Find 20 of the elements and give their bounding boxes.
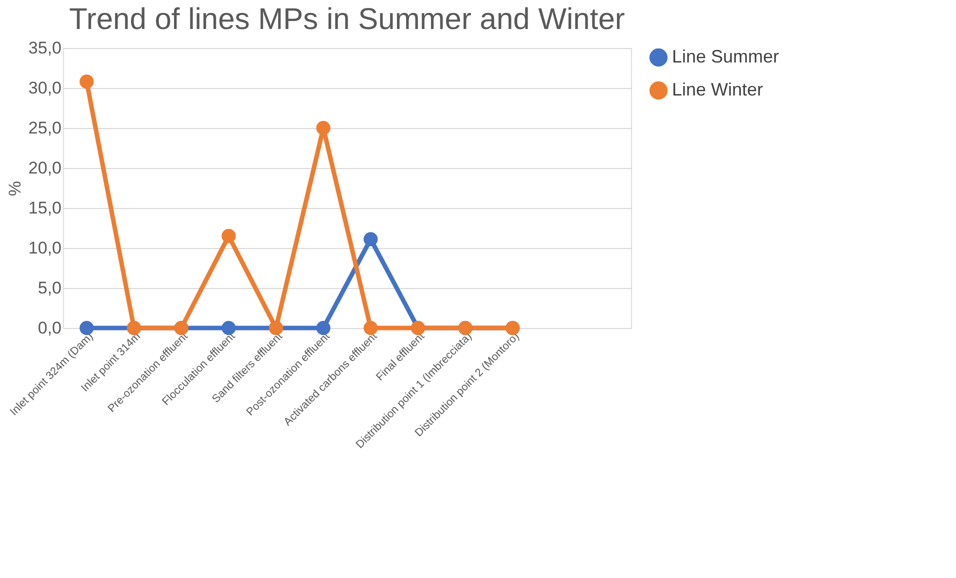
y-axis-title: %	[5, 180, 24, 196]
chart-title: Trend of lines MPs in Summer and Winter	[69, 3, 625, 36]
point	[364, 232, 378, 246]
point	[222, 228, 236, 244]
y-tick-label: 5,0	[38, 278, 62, 298]
legend-label: Line Summer	[672, 46, 780, 66]
point	[316, 320, 330, 336]
y-tick-label: 25,0	[28, 118, 62, 138]
y-tick-label: 30,0	[28, 78, 62, 98]
point	[316, 120, 330, 136]
point	[80, 320, 94, 336]
y-tick-label: 35,0	[28, 38, 62, 58]
y-tick-label: 15,0	[28, 198, 62, 218]
y-tick-label: 0,0	[38, 318, 62, 338]
y-tick-label: 10,0	[28, 238, 62, 258]
legend-label: Line Winter	[672, 80, 764, 100]
point	[364, 320, 378, 336]
point	[80, 74, 94, 89]
point	[222, 320, 236, 336]
y-tick-label: 20,0	[28, 158, 62, 178]
